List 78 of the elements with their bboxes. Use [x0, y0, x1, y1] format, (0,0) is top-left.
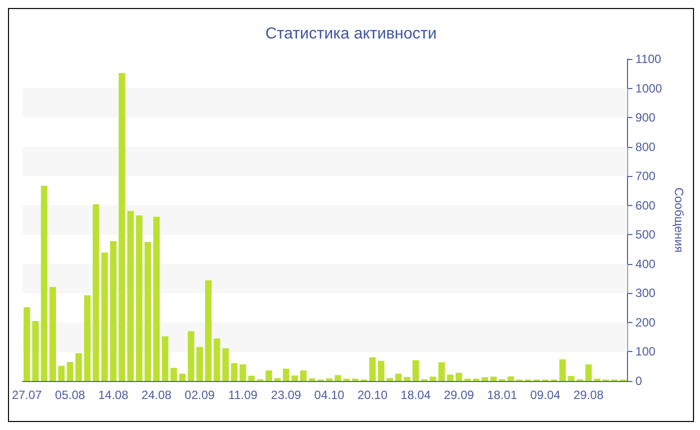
bar — [369, 357, 376, 381]
bar — [559, 359, 566, 381]
x-tick-label: 20.10 — [357, 388, 388, 402]
bar — [66, 362, 74, 381]
x-tick-label: 04.10 — [314, 388, 345, 402]
bar — [386, 378, 394, 381]
y-tick-label: 700 — [635, 169, 656, 184]
bar — [188, 331, 194, 381]
bar — [447, 374, 454, 381]
bar — [490, 376, 497, 381]
bar — [248, 376, 255, 381]
bar — [24, 307, 30, 381]
y-tick-label: 400 — [635, 256, 656, 271]
bar — [58, 366, 65, 381]
x-tick-label: 09.04 — [530, 388, 561, 402]
y-tick-label: 800 — [635, 140, 656, 154]
x-tick-label: 11.09 — [228, 388, 258, 402]
y-tick-label: 0 — [635, 374, 642, 388]
bar — [32, 320, 39, 381]
y-tick-label: 600 — [635, 198, 656, 212]
bar — [395, 374, 402, 381]
bar — [50, 287, 56, 381]
bar — [508, 376, 514, 381]
bar — [430, 376, 436, 381]
bar — [282, 368, 290, 381]
y-tick-label: 500 — [635, 228, 656, 242]
bar — [438, 362, 445, 381]
bar — [334, 375, 342, 381]
bar — [92, 204, 100, 381]
bar — [585, 364, 592, 381]
bar — [222, 348, 229, 381]
bar — [300, 370, 307, 381]
bar — [170, 368, 177, 381]
chart-title: Статистика активности — [265, 26, 437, 42]
bar — [75, 353, 82, 381]
bar — [118, 73, 126, 381]
x-tick-label: 29.08 — [574, 388, 604, 402]
y-tick-label: 200 — [635, 315, 656, 330]
y-tick-label: 900 — [635, 110, 656, 125]
bar — [127, 210, 134, 381]
bar — [274, 378, 281, 381]
y-tick-label: 1000 — [635, 81, 662, 96]
x-tick-label: 05.08 — [55, 388, 86, 402]
bar — [266, 370, 272, 381]
bar — [291, 375, 298, 381]
bar — [153, 216, 160, 381]
bar — [40, 186, 48, 381]
bar — [110, 241, 116, 381]
bar — [101, 252, 108, 381]
x-tick-label: 18.04 — [400, 388, 432, 402]
bar — [214, 338, 220, 381]
bar — [162, 336, 168, 381]
x-tick-label: 23.09 — [271, 388, 302, 402]
x-tick-label: 29.09 — [444, 388, 474, 402]
x-tick-label: 27.07 — [12, 388, 42, 402]
bar — [230, 363, 238, 381]
bar — [482, 377, 488, 381]
bar — [412, 360, 419, 381]
bar — [136, 215, 142, 381]
bar — [456, 372, 462, 381]
x-tick-label: 14.08 — [98, 388, 129, 402]
bar — [568, 376, 574, 381]
y-tick-label: 1100 — [635, 52, 662, 66]
bar — [144, 242, 152, 381]
y-tick-label: 100 — [635, 344, 656, 359]
x-tick-label: 18.01 — [487, 388, 518, 402]
bar — [240, 364, 246, 381]
bar — [84, 295, 91, 381]
bar — [378, 360, 384, 381]
y-axis-title: Сообщения — [672, 187, 686, 253]
y-tick-label: 300 — [635, 286, 656, 300]
bar — [404, 376, 410, 381]
bar — [179, 374, 186, 381]
bar — [196, 347, 203, 381]
x-tick-label: 02.09 — [184, 388, 216, 402]
bar — [205, 280, 212, 381]
x-tick-label: 24.08 — [141, 388, 172, 402]
bar — [326, 378, 333, 381]
